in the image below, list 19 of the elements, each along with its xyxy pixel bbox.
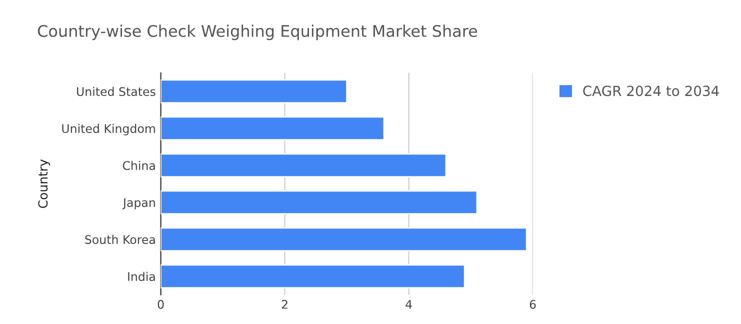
bar [160, 153, 447, 178]
bar [160, 116, 385, 141]
y-tick-label: United Kingdom [62, 124, 155, 136]
x-tick-label: 6 [530, 300, 536, 309]
x-tick-label: 0 [158, 300, 164, 309]
bar [160, 227, 528, 252]
chart-title: Country-wise Check Weighing Equipment Market Share [38, 24, 478, 40]
y-tick-label: South Korea [85, 234, 155, 244]
legend-label: CAGR 2024 to 2034 [583, 86, 719, 96]
y-tick-label: Japan [122, 198, 155, 210]
y-tick-label: China [122, 160, 155, 170]
y-axis-title: Country [38, 159, 50, 208]
y-tick-label: India [128, 272, 155, 281]
bar [160, 264, 466, 289]
bar [160, 190, 478, 215]
x-tick-label: 2 [282, 300, 288, 309]
y-tick-label: United States [77, 86, 156, 96]
bar [160, 79, 348, 104]
x-tick-label: 4 [406, 300, 412, 309]
